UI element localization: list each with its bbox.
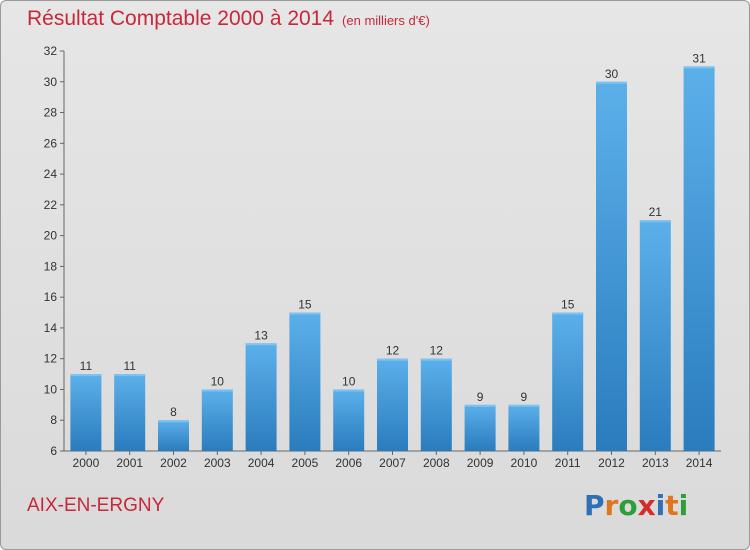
y-axis: 6 8 10 12 14 16 18 20 22 24 26 28 30 32 (44, 44, 65, 458)
logo-letter: t (665, 489, 679, 522)
bar-2008 (420, 358, 452, 451)
value-label: 11 (123, 359, 136, 373)
x-tick-label: 2010 (511, 456, 538, 470)
bar-top-edge (70, 374, 102, 377)
logo-letter: i (678, 489, 689, 522)
y-tick-label: 30 (44, 75, 58, 89)
value-label: 12 (386, 344, 400, 358)
y-tick-label: 20 (44, 229, 58, 243)
x-tick-label: 2011 (555, 456, 581, 470)
y-tick-label: 6 (50, 444, 57, 458)
bar-top-edge (464, 404, 496, 407)
x-axis: 2000 2001 2002 2003 2004 2005 2006 2007 2008 2009… (64, 450, 721, 470)
bar-top-edge (639, 220, 671, 223)
logo-letter: P (584, 489, 605, 522)
chart-title: Résultat Comptable 2000 à 2014 (en millie… (27, 7, 430, 31)
bar-2004 (245, 343, 277, 451)
bar-2011 (552, 312, 584, 451)
value-label: 10 (211, 374, 225, 388)
bar-2005 (289, 312, 321, 451)
bar-top-edge (158, 420, 189, 423)
value-label: 31 (692, 51, 706, 65)
y-tick-label: 26 (44, 136, 58, 150)
bar-top-edge (377, 358, 408, 361)
bars (70, 66, 715, 452)
bar-2006 (333, 389, 365, 451)
x-tick-label: 2001 (116, 456, 143, 470)
bar-2001 (114, 374, 146, 451)
y-tick-label: 16 (44, 290, 58, 304)
value-label: 15 (561, 298, 575, 312)
bar-2014 (683, 66, 715, 451)
bar-top-edge (596, 81, 627, 84)
x-tick-label: 2013 (642, 456, 669, 470)
bar-top-edge (333, 389, 365, 392)
x-tick-label: 2006 (335, 456, 362, 470)
bar-top-edge (245, 343, 277, 346)
x-tick-label: 2014 (686, 456, 713, 470)
y-tick-label: 10 (44, 382, 58, 396)
value-label: 12 (430, 344, 444, 358)
y-tick-label: 18 (44, 259, 58, 273)
x-tick-label: 2002 (160, 456, 187, 470)
bar-top-edge (289, 312, 321, 315)
y-tick-label: 8 (50, 413, 57, 427)
x-tick-label: 2004 (248, 456, 275, 470)
bar-top-edge (420, 358, 452, 361)
bar-2000 (70, 374, 102, 451)
bar-top-edge (552, 312, 584, 315)
logo-letter: r (604, 489, 619, 522)
x-tick-label: 2003 (204, 456, 231, 470)
value-label: 30 (605, 67, 619, 81)
bar-2007 (377, 358, 408, 451)
x-tick-label: 2012 (598, 456, 625, 470)
x-tick-label: 2005 (292, 456, 319, 470)
value-label: 9 (521, 390, 528, 404)
value-labels: 11 11 8 10 13 15 10 12 12 9 9 15 30 21 31 (80, 51, 706, 419)
x-tick-label: 2007 (379, 456, 406, 470)
bar-top-edge (201, 389, 233, 392)
value-label: 10 (342, 374, 356, 388)
value-label: 21 (649, 205, 663, 219)
logo-letter: o (618, 489, 638, 522)
town-name: AIX-EN-ERGNY (27, 495, 165, 516)
bar-2012 (596, 81, 627, 452)
proxiti-logo: Proxiti (584, 489, 688, 522)
bar-2013 (639, 220, 671, 451)
bar-2009 (464, 404, 496, 451)
value-label: 15 (298, 298, 312, 312)
chart-subtitle: (en milliers d'€) (342, 13, 430, 28)
bar-top-edge (683, 66, 715, 69)
logo-letter: i (655, 489, 666, 522)
x-tick-label: 2009 (467, 456, 494, 470)
value-label: 11 (80, 359, 93, 373)
y-tick-label: 28 (44, 106, 58, 120)
value-label: 9 (477, 390, 484, 404)
bar-2010 (508, 404, 540, 451)
y-tick-label: 32 (44, 44, 58, 58)
y-tick-label: 14 (44, 321, 58, 335)
bar-top-edge (508, 404, 540, 407)
value-label: 8 (170, 405, 177, 419)
bar-top-edge (114, 374, 146, 377)
value-label: 13 (254, 328, 268, 342)
y-tick-label: 22 (44, 198, 58, 212)
chart-title-text: Résultat Comptable 2000 à 2014 (27, 7, 335, 30)
x-tick-label: 2008 (423, 456, 450, 470)
bar-2002 (158, 420, 189, 451)
logo-letter: x (637, 489, 656, 522)
x-tick-label: 2000 (73, 456, 100, 470)
bar-2003 (201, 389, 233, 451)
y-tick-label: 24 (44, 167, 58, 181)
y-tick-label: 12 (44, 352, 58, 366)
